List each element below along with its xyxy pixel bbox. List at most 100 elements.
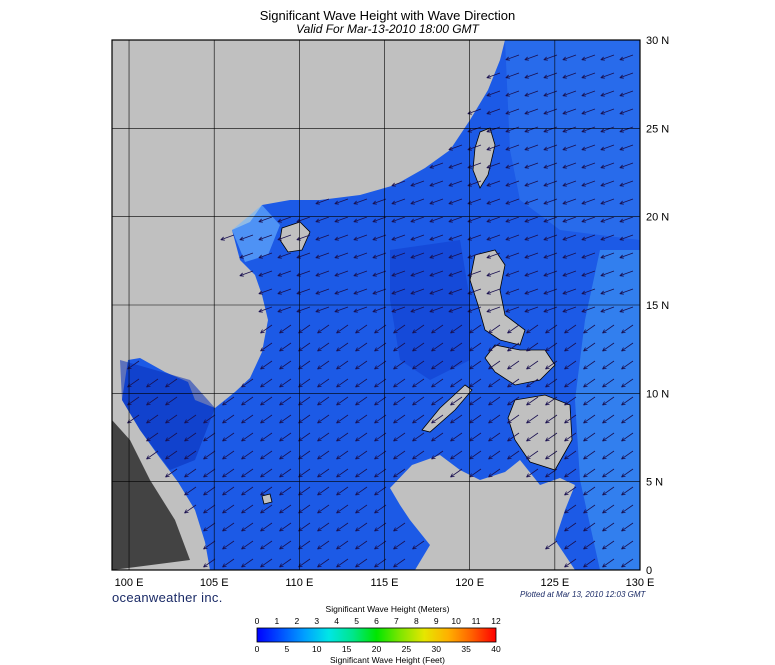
wave-arrow <box>486 270 501 277</box>
wave-arrow <box>374 396 387 406</box>
wave-arrow <box>488 414 501 424</box>
wave-arrow <box>353 198 368 205</box>
wave-arrow <box>317 378 330 388</box>
wave-arrow <box>239 270 254 277</box>
wave-arrow <box>486 216 501 223</box>
wave-arrow <box>391 180 406 187</box>
wave-arrow <box>431 450 444 460</box>
lat-tick-label: 25 N <box>646 123 669 135</box>
wave-arrow <box>450 414 463 424</box>
wave-arrow <box>450 342 463 352</box>
wave-arrow <box>562 306 577 313</box>
wave-arrow <box>431 432 444 442</box>
wave-arrow <box>222 450 235 460</box>
wave-arrow <box>429 270 444 277</box>
wave-arrow <box>260 540 273 550</box>
colorbar-feet-label: 25 <box>402 644 412 654</box>
wave-arrow <box>336 450 349 460</box>
wave-arrow <box>393 540 406 550</box>
wave-arrow <box>393 522 406 532</box>
wave-arrow <box>374 378 387 388</box>
wave-arrow <box>315 306 330 313</box>
wave-arrow <box>334 252 349 259</box>
wave-arrow <box>600 72 615 79</box>
wave-arrow <box>486 90 501 97</box>
wave-arrow <box>583 360 596 370</box>
wave-arrow <box>564 324 577 334</box>
wave-arrow <box>222 558 235 568</box>
wave-arrow <box>165 468 178 478</box>
lat-tick-label: 20 N <box>646 212 669 224</box>
plotted-timestamp: Plotted at Mar 13, 2010 12:03 GMT <box>520 590 646 599</box>
wave-arrow <box>184 432 197 442</box>
wave-arrow <box>429 180 444 187</box>
wave-arrow <box>203 504 216 514</box>
wave-arrow <box>353 288 368 295</box>
wave-arrow <box>203 468 216 478</box>
wave-arrow <box>393 360 406 370</box>
lon-tick-label: 130 E <box>626 577 655 589</box>
wave-arrow <box>374 468 387 478</box>
colorbar-rect <box>256 627 497 643</box>
wave-arrow <box>524 90 539 97</box>
wave-arrow <box>146 378 159 388</box>
wave-arrow <box>353 234 368 241</box>
wave-arrow <box>391 198 406 205</box>
wave-arrow <box>334 306 349 313</box>
colorbar-meter-label: 7 <box>394 616 399 626</box>
wave-arrow <box>505 162 520 169</box>
wave-arrow <box>429 198 444 205</box>
wave-arrow <box>258 234 273 241</box>
wave-arrow <box>619 90 634 97</box>
wave-arrow <box>581 54 596 61</box>
wave-arrow <box>619 198 634 205</box>
wave-arrow <box>564 504 577 514</box>
wave-arrow <box>564 540 577 550</box>
wave-arrow <box>562 144 577 151</box>
wave-arrow <box>222 432 235 442</box>
taiwan-island <box>472 127 496 189</box>
wave-arrow <box>353 216 368 223</box>
wave-arrow <box>391 288 406 295</box>
latitude-tick-labels: 0 5 N 10 N 15 N 20 N 25 N 30 N <box>646 35 669 577</box>
wave-arrow <box>165 396 178 406</box>
wave-arrow <box>488 342 501 352</box>
wave-arrow <box>505 306 520 313</box>
wave-arrow <box>621 504 634 514</box>
lon-tick-label: 115 E <box>371 577 399 589</box>
wave-arrow <box>315 288 330 295</box>
wave-arrow <box>448 234 463 241</box>
wave-arrow <box>448 216 463 223</box>
wave-arrow <box>355 504 368 514</box>
wave-arrow <box>600 54 615 61</box>
wave-arrow <box>450 468 463 478</box>
wave-arrow <box>239 252 254 259</box>
colorbar-meter-label: 3 <box>314 616 319 626</box>
wave-arrow <box>241 486 254 496</box>
wave-arrow <box>505 234 520 241</box>
wave-arrow <box>336 468 349 478</box>
wave-arrow <box>391 234 406 241</box>
wave-arrow <box>203 558 216 568</box>
wave-arrow <box>374 450 387 460</box>
wave-arrow <box>374 342 387 352</box>
wave-arrow <box>524 252 539 259</box>
wave-arrow <box>583 378 596 388</box>
wave-arrow <box>581 216 596 223</box>
sea-depth-shade-center <box>390 240 470 380</box>
wave-arrow <box>488 324 501 334</box>
wave-arrow <box>391 252 406 259</box>
wave-arrow <box>486 72 501 79</box>
wave-arrow <box>562 108 577 115</box>
wave-arrow <box>448 288 463 295</box>
wave-arrow <box>619 288 634 295</box>
wave-arrow <box>317 540 330 550</box>
wave-arrow <box>336 540 349 550</box>
wave-arrow <box>315 270 330 277</box>
wave-arrow <box>372 288 387 295</box>
wave-arrow <box>619 234 634 241</box>
wave-arrow <box>241 432 254 442</box>
wave-arrow <box>619 162 634 169</box>
wave-arrow <box>583 432 596 442</box>
wave-arrow <box>260 522 273 532</box>
